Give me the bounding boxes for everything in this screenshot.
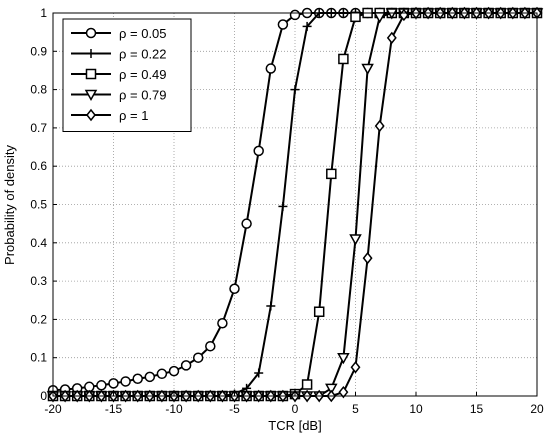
data-point <box>253 145 264 157</box>
legend-label: ρ = 1 <box>119 108 148 123</box>
y-tick-label: 1 <box>40 6 47 20</box>
data-point <box>338 385 349 399</box>
data-point <box>289 9 301 21</box>
y-tick-label: 0.8 <box>30 83 47 97</box>
legend-item: ρ = 0.79 <box>71 88 167 103</box>
x-tick-label: 20 <box>530 402 544 416</box>
data-point <box>192 352 204 363</box>
data-point <box>85 27 97 39</box>
y-tick-label: 0.2 <box>30 312 47 326</box>
data-point <box>350 11 361 23</box>
data-point <box>374 119 385 133</box>
legend-item: ρ = 0.05 <box>71 26 167 41</box>
legend-item: ρ = 0.49 <box>71 67 167 82</box>
legend-item: ρ = 0.22 <box>71 47 167 62</box>
y-tick-label: 0.7 <box>30 121 47 135</box>
x-tick-label: -20 <box>44 402 62 416</box>
data-point <box>85 68 97 80</box>
data-point <box>277 19 289 30</box>
data-point <box>386 31 397 45</box>
data-point <box>361 63 374 76</box>
data-point <box>349 234 362 246</box>
y-tick-label: 0.9 <box>30 44 47 58</box>
data-point <box>362 251 373 265</box>
data-point <box>278 201 288 211</box>
x-axis-label: TCR [dB] <box>268 418 321 433</box>
data-point <box>86 49 96 58</box>
y-tick-label: 0.6 <box>30 159 47 173</box>
data-point <box>338 53 349 65</box>
x-tick-label: 15 <box>470 402 484 416</box>
data-point <box>326 168 337 180</box>
y-tick-label: 0.1 <box>30 351 47 365</box>
legend-label: ρ = 0.05 <box>119 26 167 41</box>
data-point <box>350 361 361 374</box>
data-point <box>325 383 338 395</box>
data-point <box>144 371 156 383</box>
data-point <box>84 89 98 102</box>
legend-label: ρ = 0.22 <box>119 47 167 62</box>
data-point <box>265 63 277 74</box>
data-point <box>156 368 168 380</box>
x-tick-label: -15 <box>105 402 123 416</box>
x-tick-label: 0 <box>292 402 299 416</box>
data-point <box>313 306 325 317</box>
data-point <box>120 376 131 387</box>
data-point <box>229 283 240 295</box>
data-point <box>266 301 276 311</box>
data-point <box>205 340 216 352</box>
data-point <box>217 317 228 329</box>
y-tick-label: 0.5 <box>30 198 47 212</box>
y-tick-label: 0.4 <box>30 236 47 250</box>
data-point <box>96 380 107 391</box>
x-axis-ticks: -20 -15 -10 -5 0 5 10 15 20 <box>44 392 544 416</box>
legend-label: ρ = 0.49 <box>119 67 167 82</box>
y-tick-label: 0.3 <box>30 274 47 288</box>
x-tick-label: -10 <box>165 402 183 416</box>
data-point <box>301 379 313 390</box>
data-point <box>86 108 96 122</box>
y-axis-label: Probability of density <box>2 145 17 265</box>
x-tick-label: 10 <box>409 402 423 416</box>
data-point <box>241 218 252 229</box>
data-point <box>290 85 300 95</box>
data-point <box>168 365 180 377</box>
legend: ρ = 0.05 ρ = 0.22 ρ = 0.49 ρ = 0.79 ρ = 1 <box>62 18 192 132</box>
data-point <box>108 378 119 389</box>
y-axis-ticks: 0 0.1 0.2 0.3 0.4 0.5 0.6 0.7 0.8 0.9 1 <box>30 6 57 403</box>
x-tick-label: 5 <box>352 402 359 416</box>
data-point <box>180 360 192 371</box>
legend-label: ρ = 0.79 <box>119 88 167 103</box>
data-point <box>302 21 312 31</box>
data-point <box>337 352 350 365</box>
data-point <box>254 368 264 378</box>
data-point <box>132 373 143 385</box>
y-tick-label: 0 <box>40 389 47 403</box>
legend-box <box>62 18 192 132</box>
x-tick-label: -5 <box>229 402 240 416</box>
legend-item: ρ = 1 <box>71 108 148 123</box>
